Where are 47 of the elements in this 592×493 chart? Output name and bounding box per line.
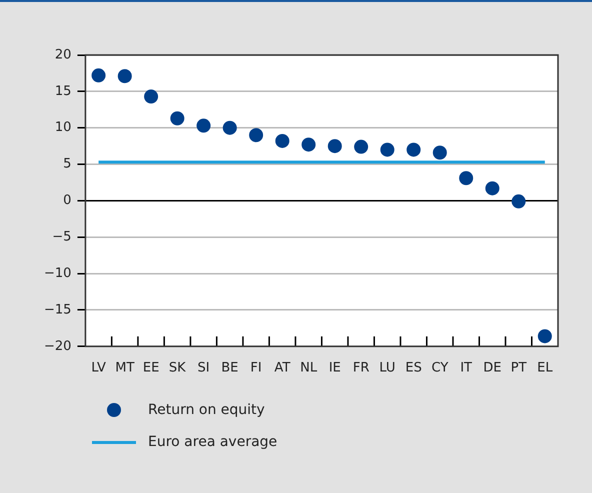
x-tick-label: PT: [510, 360, 527, 376]
point: [302, 138, 316, 152]
point: [328, 139, 342, 154]
y-tick-label: −15: [44, 302, 72, 318]
x-tick-label: SI: [198, 360, 210, 376]
y-tick-label: 0: [63, 193, 72, 208]
y-tick-label: 15: [54, 84, 72, 99]
point: [92, 68, 106, 82]
point: [118, 69, 132, 84]
y-tick-label: −20: [44, 338, 72, 354]
point: [222, 120, 237, 135]
x-tick-label: EL: [537, 360, 554, 376]
x-tick-label: FI: [250, 360, 262, 376]
x-tick-label: AT: [274, 360, 290, 376]
point: [538, 329, 552, 344]
point: [144, 90, 158, 104]
x-tick-label: IE: [328, 360, 341, 376]
y-tick-label: −10: [44, 266, 72, 281]
x-tick-label: SK: [168, 360, 186, 376]
point: [249, 128, 264, 142]
x-tick-label: IT: [460, 360, 472, 376]
x-tick-label: MT: [115, 360, 134, 376]
y-tick-label: 5: [63, 156, 72, 172]
point: [432, 146, 447, 160]
point: [485, 181, 500, 196]
point: [354, 140, 368, 154]
x-tick-label: BE: [221, 360, 238, 376]
point: [275, 134, 290, 148]
point: [459, 171, 474, 186]
x-tick-label: DE: [483, 360, 502, 376]
point: [380, 142, 394, 157]
x-tick-label: CY: [431, 360, 448, 376]
legend-label: Euro area average: [148, 434, 278, 450]
legend-label: Return on equity: [148, 402, 265, 418]
x-tick-label: EE: [142, 360, 160, 376]
x-tick-label: NL: [300, 360, 318, 376]
x-tick-label: FR: [352, 360, 370, 376]
point: [170, 111, 184, 126]
point: [196, 118, 211, 133]
x-tick-label: ES: [405, 360, 422, 376]
x-tick-label: LV: [91, 360, 106, 376]
point: [512, 194, 526, 208]
point: [406, 142, 421, 157]
y-tick-label: 20: [54, 47, 72, 62]
y-tick-label: 10: [54, 120, 72, 136]
x-tick-label: LU: [379, 360, 396, 376]
y-tick-label: −5: [52, 230, 72, 244]
